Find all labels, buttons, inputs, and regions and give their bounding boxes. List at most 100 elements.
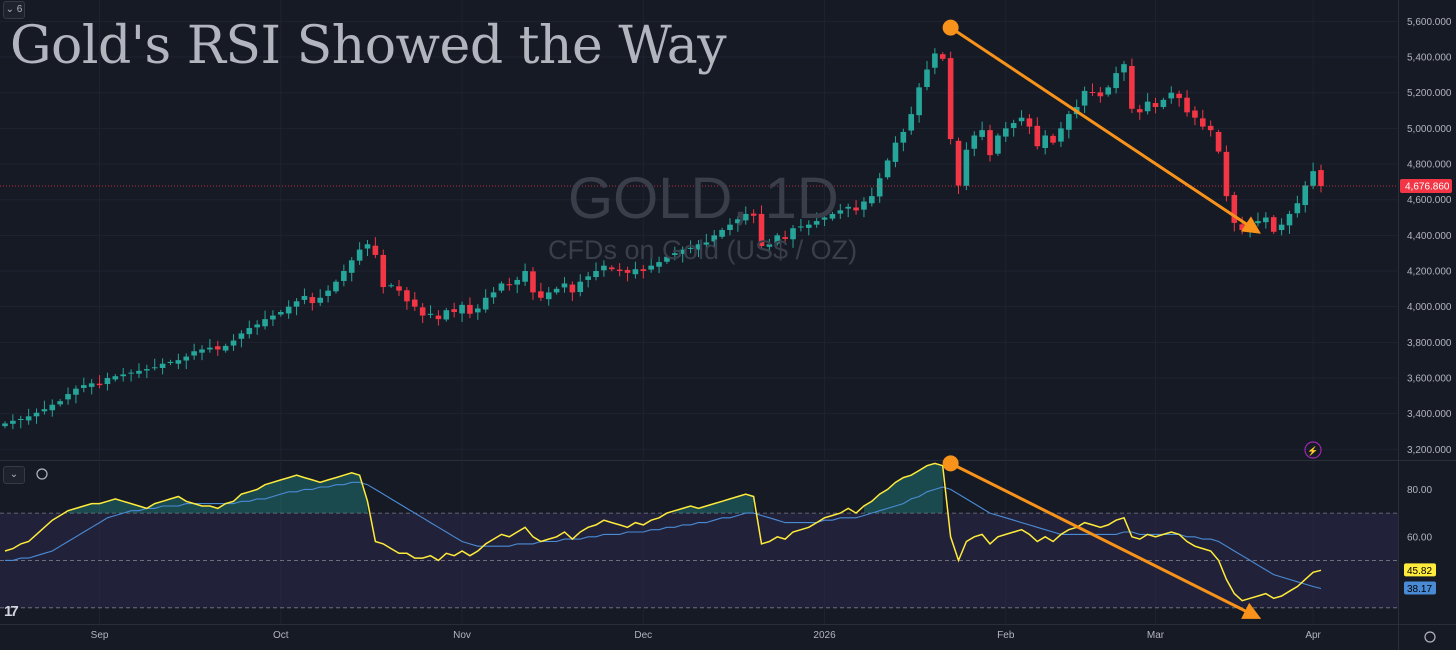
candle-body (2, 423, 8, 427)
candle-body (876, 178, 883, 197)
price-divergence-arrow (949, 26, 1261, 234)
candle-body (1018, 117, 1025, 122)
candle-body (687, 247, 694, 249)
candle-body (490, 292, 497, 298)
candle-body (939, 54, 946, 59)
candle-body (325, 290, 331, 296)
last-price-badge (1400, 178, 1452, 193)
candle-body (183, 356, 190, 361)
candle-body (601, 265, 607, 271)
rsi-line (4, 462, 1322, 602)
candle-body (1034, 125, 1041, 147)
candle-body (932, 53, 938, 68)
candle-body (475, 308, 481, 313)
candle-body (861, 201, 867, 210)
candle-body (230, 340, 237, 346)
candle-body (664, 256, 670, 262)
candle-body (1184, 97, 1190, 113)
rsi-value-label: 45.82 (1407, 566, 1432, 577)
candle-body (656, 262, 662, 267)
candle-body (963, 149, 970, 186)
price-tick-label: 3,600.000 (1407, 373, 1452, 384)
candle-body (57, 401, 63, 405)
price-tick-label: 3,800.000 (1407, 338, 1452, 349)
candle-body (278, 312, 284, 315)
candle-body (900, 131, 907, 143)
candle-body (222, 345, 229, 351)
flash-icon (1304, 441, 1322, 459)
candle-body (569, 284, 576, 293)
time-tick-label: Dec (634, 630, 652, 641)
candle-body (774, 235, 781, 244)
watermark-symbol: GOLD, 1D (568, 166, 839, 231)
candle-body (672, 253, 678, 255)
candle-body (640, 269, 647, 272)
candle-body (482, 297, 489, 310)
candle-body (396, 286, 402, 291)
candle-body (293, 301, 300, 307)
rsi-overbought-fill (863, 463, 943, 514)
candle-body (829, 213, 836, 219)
candles-group (2, 48, 1324, 430)
time-tick-label: Mar (1147, 630, 1165, 641)
candle-body (317, 297, 324, 303)
candle-body (545, 292, 552, 300)
candle-body (845, 206, 851, 209)
tradingview-logo: 17 (4, 603, 19, 620)
candle-body (585, 276, 591, 280)
price-tick-label: 3,200.000 (1407, 445, 1452, 456)
candle-body (238, 333, 245, 339)
collapse-pane-button[interactable]: ⌄ 6 (3, 1, 25, 19)
price-tick-label: 5,400.000 (1407, 53, 1452, 64)
candle-body (987, 130, 993, 156)
rsi-collapse-button[interactable]: ⌄ (3, 466, 25, 484)
candle-body (506, 284, 513, 286)
candle-body (144, 369, 150, 371)
candle-body (624, 269, 631, 273)
candle-body (869, 196, 875, 204)
chart-title: Gold's RSI Showed the Way (10, 16, 727, 76)
candle-body (10, 420, 16, 424)
candle-body (1207, 125, 1214, 131)
price-tick-label: 4,800.000 (1407, 160, 1452, 171)
candle-body (270, 315, 276, 320)
candle-body (1255, 221, 1261, 224)
candle-body (1231, 195, 1238, 223)
candle-body (1105, 87, 1112, 95)
candle-body (175, 360, 182, 364)
candle-body (821, 217, 828, 220)
price-tick-label: 5,600.000 (1407, 17, 1452, 28)
candle-body (1310, 171, 1316, 186)
rsi-ma-label: 38.17 (1407, 584, 1432, 595)
candle-body (884, 160, 891, 178)
candle-body (380, 254, 387, 288)
candle-body (727, 224, 733, 230)
rsi-value-badge (1404, 563, 1436, 577)
candle-body (1215, 131, 1222, 152)
candle-body (782, 237, 788, 239)
price-tick-label: 3,400.000 (1407, 409, 1452, 420)
candle-body (1081, 90, 1088, 106)
rsi-tick-label: 80.00 (1407, 485, 1432, 496)
candle-body (17, 418, 24, 420)
candle-body (49, 404, 56, 411)
candle-body (427, 313, 434, 315)
candle-body (1026, 118, 1033, 127)
candle-body (924, 69, 930, 88)
candle-body (1263, 217, 1269, 223)
rsi-tick-label: 60.00 (1407, 532, 1432, 543)
candle-body (530, 271, 536, 293)
candle-body (514, 279, 521, 285)
candle-body (995, 135, 1001, 154)
candle-body (813, 221, 820, 225)
candle-body (199, 349, 205, 353)
candle-body (522, 271, 528, 282)
price-tick-label: 5,200.000 (1407, 88, 1452, 99)
rsi-ma-badge (1404, 581, 1436, 595)
time-tick-label: Apr (1305, 630, 1321, 641)
candle-body (341, 271, 347, 281)
candle-body (561, 283, 568, 288)
candle-body (1294, 203, 1301, 214)
candle-body (805, 224, 812, 228)
price-arrow-start-dot (942, 19, 959, 36)
